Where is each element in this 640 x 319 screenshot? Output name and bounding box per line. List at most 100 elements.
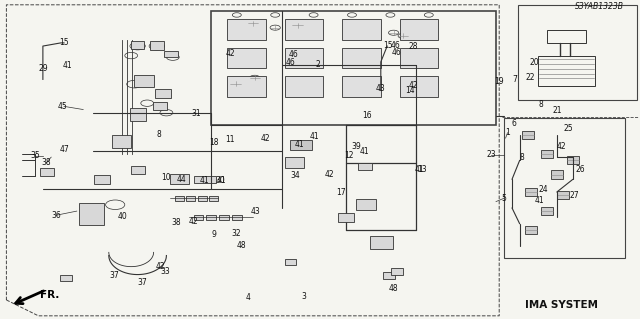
Text: 41: 41: [199, 176, 209, 185]
Text: 48: 48: [388, 284, 398, 293]
Text: 9: 9: [212, 230, 217, 239]
Text: 40: 40: [118, 212, 128, 221]
Text: 7: 7: [512, 75, 517, 84]
Text: 23: 23: [486, 150, 496, 159]
Text: 41: 41: [63, 61, 73, 70]
Text: 27: 27: [569, 191, 579, 200]
Bar: [227, 76, 266, 97]
Text: 31: 31: [191, 109, 201, 118]
Text: 41: 41: [414, 165, 424, 174]
Bar: [95, 174, 110, 184]
Bar: [338, 213, 354, 222]
Bar: [193, 215, 204, 220]
Bar: [285, 259, 296, 265]
Text: 29: 29: [38, 64, 48, 73]
Text: 42: 42: [260, 134, 270, 143]
Bar: [150, 41, 164, 50]
Text: 41: 41: [294, 140, 305, 149]
Text: 42: 42: [189, 217, 199, 226]
Bar: [232, 215, 242, 220]
Text: 43: 43: [376, 85, 386, 93]
Text: 46: 46: [390, 41, 401, 50]
Bar: [131, 166, 145, 174]
Text: 36: 36: [51, 211, 61, 220]
Text: 8: 8: [538, 100, 543, 109]
Text: 28: 28: [409, 42, 418, 51]
Bar: [175, 196, 184, 201]
Text: 42: 42: [225, 49, 236, 58]
Text: 10: 10: [161, 173, 171, 182]
Bar: [358, 163, 372, 170]
Bar: [219, 215, 229, 220]
Bar: [170, 174, 189, 184]
Text: 37: 37: [137, 278, 147, 287]
Text: 19: 19: [493, 78, 504, 86]
Text: 22: 22: [525, 73, 534, 82]
Bar: [567, 156, 579, 164]
Text: FR.: FR.: [40, 290, 60, 300]
Text: 42: 42: [324, 170, 334, 179]
Text: 20: 20: [529, 58, 540, 67]
Text: 17: 17: [336, 188, 346, 197]
Bar: [400, 76, 438, 97]
Bar: [60, 275, 72, 281]
Text: 18: 18: [210, 138, 219, 147]
Bar: [155, 89, 172, 99]
Bar: [504, 118, 625, 258]
Bar: [541, 150, 553, 158]
Bar: [40, 167, 54, 175]
Text: 46: 46: [391, 48, 401, 57]
Text: 34: 34: [291, 171, 301, 180]
Bar: [79, 203, 104, 226]
Bar: [186, 196, 195, 201]
Text: 25: 25: [563, 124, 573, 133]
Text: 6: 6: [511, 119, 516, 128]
Bar: [400, 19, 438, 40]
Text: 41: 41: [360, 147, 370, 156]
Bar: [211, 11, 496, 125]
Text: 14: 14: [405, 86, 415, 95]
Bar: [289, 140, 312, 150]
Text: 41: 41: [310, 132, 320, 141]
Text: 26: 26: [575, 165, 585, 174]
Text: 46: 46: [285, 58, 296, 67]
Text: 24: 24: [538, 185, 548, 194]
Text: 13: 13: [417, 165, 428, 174]
Text: 45: 45: [58, 102, 68, 111]
Text: 41: 41: [216, 176, 227, 185]
Bar: [285, 76, 323, 97]
Text: 44: 44: [177, 175, 187, 184]
Text: S3YAB1323B: S3YAB1323B: [575, 2, 624, 11]
Text: 43: 43: [250, 207, 260, 216]
Bar: [356, 199, 376, 210]
Text: 3: 3: [301, 292, 306, 300]
Text: 35: 35: [30, 151, 40, 160]
Bar: [342, 48, 381, 68]
Text: 16: 16: [362, 111, 372, 120]
Text: 46: 46: [288, 50, 298, 59]
Bar: [285, 48, 323, 68]
Text: 41: 41: [534, 197, 545, 205]
Text: 15: 15: [59, 38, 69, 48]
Bar: [206, 215, 216, 220]
Bar: [227, 48, 266, 68]
Bar: [557, 191, 569, 199]
Bar: [547, 30, 586, 43]
Bar: [522, 131, 534, 139]
Bar: [227, 19, 266, 40]
Bar: [285, 19, 323, 40]
Text: 8: 8: [520, 153, 525, 162]
Bar: [518, 5, 637, 100]
Text: 48: 48: [237, 241, 247, 250]
Text: 38: 38: [41, 158, 51, 167]
Text: 5: 5: [501, 194, 506, 203]
Bar: [131, 41, 144, 49]
Text: 15: 15: [383, 41, 394, 50]
Text: 47: 47: [59, 145, 69, 154]
Bar: [342, 76, 381, 97]
Bar: [209, 196, 218, 201]
Text: 30: 30: [215, 176, 225, 185]
Text: 42: 42: [156, 262, 166, 271]
Bar: [285, 157, 304, 168]
Text: 42: 42: [408, 81, 419, 90]
